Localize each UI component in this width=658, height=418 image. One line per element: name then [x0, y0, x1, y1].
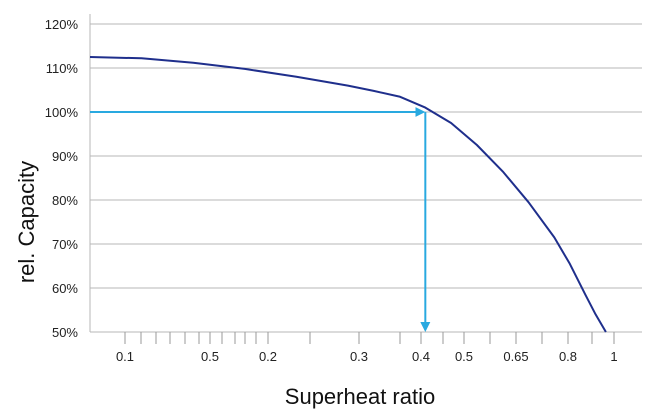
x-tick-label: 0.5 [455, 349, 473, 364]
x-tick-label: 0.4 [412, 349, 430, 364]
label-layer: 50% 60% 70% 80% 90% 100% 110% 120% 0.1 0.5 0.2 0.3 0… [45, 17, 618, 364]
x-tick-label: 0.8 [559, 349, 577, 364]
y-tick-label: 60% [52, 281, 78, 296]
series-layer [89, 56, 607, 333]
x-tick-label: 1 [610, 349, 617, 364]
y-axis-title: rel. Capacity [14, 161, 39, 283]
y-tick-label: 70% [52, 237, 78, 252]
y-tick-label: 110% [46, 61, 79, 76]
y-tick-label: 80% [52, 193, 78, 208]
annotation-layer [90, 107, 431, 332]
y-tick-label: 90% [52, 149, 78, 164]
x-tick-label: 0.2 [259, 349, 277, 364]
x-tick-label: 0.65 [503, 349, 528, 364]
x-tick-label: 0.5 [201, 349, 219, 364]
capacity-curve [89, 56, 607, 333]
minor-tick-layer [124, 332, 615, 344]
x-tick-label: 0.3 [350, 349, 368, 364]
y-tick-label: 100% [45, 105, 79, 120]
x-axis-title: Superheat ratio [285, 384, 435, 409]
y-tick-label: 120% [45, 17, 79, 32]
y-tick-label: 50% [52, 325, 78, 340]
x-tick-label: 0.1 [116, 349, 134, 364]
